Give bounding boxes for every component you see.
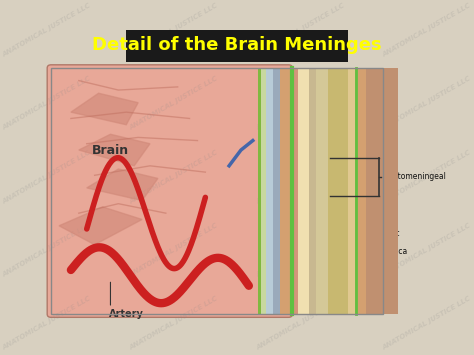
- Text: ANATOMICAL JUSTICE LLC: ANATOMICAL JUSTICE LLC: [2, 296, 92, 351]
- Bar: [355, 68, 366, 314]
- Text: ANATOMICAL JUSTICE LLC: ANATOMICAL JUSTICE LLC: [2, 223, 92, 278]
- Text: ANATOMICAL JUSTICE LLC: ANATOMICAL JUSTICE LLC: [382, 149, 472, 205]
- Text: ANATOMICAL JUSTICE LLC: ANATOMICAL JUSTICE LLC: [128, 223, 219, 278]
- Text: Detail of the Brain Meninges: Detail of the Brain Meninges: [92, 36, 382, 54]
- Text: ANATOMICAL JUSTICE LLC: ANATOMICAL JUSTICE LLC: [255, 149, 346, 205]
- Text: ANATOMICAL JUSTICE LLC: ANATOMICAL JUSTICE LLC: [255, 2, 346, 58]
- Bar: [273, 68, 280, 314]
- Text: Subcutaneous fat: Subcutaneous fat: [332, 229, 399, 238]
- Bar: [310, 68, 317, 314]
- Text: Pericranium: Pericranium: [332, 264, 378, 273]
- Text: ANATOMICAL JUSTICE LLC: ANATOMICAL JUSTICE LLC: [128, 296, 219, 351]
- FancyBboxPatch shape: [47, 65, 292, 317]
- FancyBboxPatch shape: [126, 30, 348, 62]
- Text: Dura: Dura: [332, 299, 351, 308]
- Bar: [259, 68, 266, 314]
- Text: Pia mater: Pia mater: [332, 153, 369, 163]
- Text: ANATOMICAL JUSTICE LLC: ANATOMICAL JUSTICE LLC: [2, 76, 92, 131]
- Bar: [291, 68, 298, 314]
- Text: ANATOMICAL JUSTICE LLC: ANATOMICAL JUSTICE LLC: [2, 2, 92, 58]
- Text: Subarachnoid
space: Subarachnoid space: [332, 169, 385, 188]
- Polygon shape: [79, 134, 150, 166]
- Text: ANATOMICAL JUSTICE LLC: ANATOMICAL JUSTICE LLC: [382, 223, 472, 278]
- Text: ANATOMICAL JUSTICE LLC: ANATOMICAL JUSTICE LLC: [128, 76, 219, 131]
- Text: Brain: Brain: [92, 143, 129, 157]
- Text: Galea aponeurotica: Galea aponeurotica: [332, 246, 407, 256]
- Bar: [317, 68, 328, 314]
- Polygon shape: [71, 93, 138, 125]
- Text: Skin: Skin: [332, 210, 348, 219]
- Bar: [348, 68, 355, 314]
- Polygon shape: [59, 207, 142, 245]
- Bar: [280, 68, 291, 314]
- Text: ANATOMICAL JUSTICE LLC: ANATOMICAL JUSTICE LLC: [255, 296, 346, 351]
- Bar: [258, 68, 261, 314]
- Text: ANATOMICAL JUSTICE LLC: ANATOMICAL JUSTICE LLC: [382, 76, 472, 131]
- Text: Arachnoid
layer: Arachnoid layer: [332, 186, 371, 206]
- Text: ANATOMICAL JUSTICE LLC: ANATOMICAL JUSTICE LLC: [128, 2, 219, 58]
- Bar: [298, 68, 310, 314]
- Text: ANATOMICAL JUSTICE LLC: ANATOMICAL JUSTICE LLC: [255, 223, 346, 278]
- Text: ANATOMICAL JUSTICE LLC: ANATOMICAL JUSTICE LLC: [382, 296, 472, 351]
- Text: ANATOMICAL JUSTICE LLC: ANATOMICAL JUSTICE LLC: [255, 76, 346, 131]
- Text: ANATOMICAL JUSTICE LLC: ANATOMICAL JUSTICE LLC: [128, 149, 219, 205]
- Bar: [266, 68, 273, 314]
- Text: Leptomeningeal: Leptomeningeal: [384, 173, 446, 181]
- Text: ANATOMICAL JUSTICE LLC: ANATOMICAL JUSTICE LLC: [2, 149, 92, 205]
- Bar: [328, 68, 348, 314]
- Bar: [366, 68, 398, 314]
- Text: Skull / Calvaria: Skull / Calvaria: [332, 281, 390, 290]
- Polygon shape: [87, 169, 158, 201]
- Text: Artery: Artery: [109, 309, 144, 319]
- Text: ANATOMICAL JUSTICE LLC: ANATOMICAL JUSTICE LLC: [382, 2, 472, 58]
